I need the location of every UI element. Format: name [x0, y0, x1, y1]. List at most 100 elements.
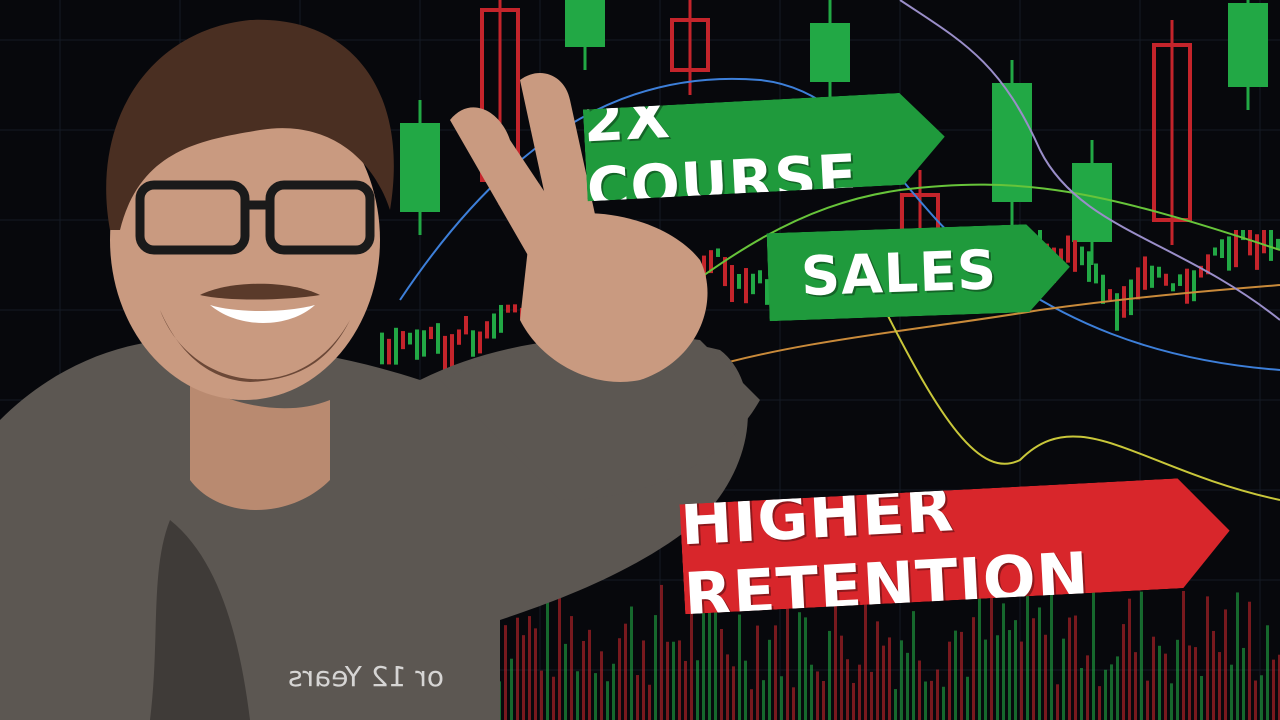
volume-bar — [804, 617, 807, 720]
volume-bar — [756, 625, 759, 720]
volume-bar — [936, 669, 939, 720]
volume-bar — [876, 621, 879, 720]
small-candle — [751, 273, 755, 295]
small-candle — [1206, 254, 1210, 275]
volume-bar — [1224, 609, 1227, 720]
volume-bar — [726, 654, 729, 720]
volume-bar — [1164, 653, 1167, 720]
volume-bar — [564, 643, 567, 720]
volume-bar — [894, 689, 897, 720]
banner-sales: SALES — [767, 223, 1072, 321]
small-candle — [492, 313, 496, 339]
volume-bar — [600, 651, 603, 720]
volume-bar — [1092, 584, 1095, 720]
small-candle — [1262, 230, 1266, 254]
volume-bar — [612, 663, 615, 720]
volume-bar — [630, 606, 633, 720]
volume-bar — [714, 607, 717, 720]
volume-bar — [1038, 607, 1041, 720]
volume-bar — [948, 641, 951, 720]
volume-bar — [762, 680, 765, 720]
volume-bar — [702, 595, 705, 720]
volume-bar — [624, 623, 627, 720]
volume-bar — [780, 676, 783, 720]
volume-bar — [828, 630, 831, 720]
volume-bar — [852, 682, 855, 720]
small-candle — [457, 329, 461, 345]
ma-line-yellow — [879, 299, 1280, 501]
volume-bar — [1128, 598, 1131, 720]
volume-bar — [1074, 615, 1077, 720]
small-candle — [394, 327, 398, 365]
volume-bar — [1206, 596, 1209, 720]
volume-bar — [648, 684, 651, 720]
small-candle — [758, 270, 762, 284]
volume-bar — [1020, 641, 1023, 720]
volume-bar — [1158, 645, 1161, 720]
volume-bar — [864, 603, 867, 720]
volume-bar — [1116, 656, 1119, 720]
small-candle — [450, 334, 454, 369]
volume-bar — [834, 597, 837, 720]
small-candle — [1171, 283, 1175, 292]
volume-bar — [1182, 590, 1185, 720]
volume-bar — [1194, 647, 1197, 720]
small-candle — [464, 315, 468, 335]
volume-bar — [504, 625, 507, 720]
volume-bar — [882, 645, 885, 720]
small-candle — [1080, 246, 1084, 266]
volume-bars — [480, 582, 1280, 720]
volume-bar — [1026, 582, 1029, 720]
volume-bar — [1014, 620, 1017, 720]
small-candle — [1192, 270, 1196, 302]
volume-bar — [546, 586, 549, 720]
volume-bar — [1008, 630, 1011, 720]
small-candle — [744, 268, 748, 304]
volume-bar — [732, 666, 735, 720]
volume-bar — [576, 671, 579, 720]
small-candle — [737, 273, 741, 289]
volume-bar — [984, 639, 987, 720]
volume-bar — [840, 635, 843, 720]
volume-bar — [510, 658, 513, 720]
volume-bar — [516, 617, 519, 720]
candle-body — [1228, 3, 1268, 87]
candle-body — [670, 18, 710, 72]
volume-bar — [810, 664, 813, 720]
volume-bar — [1032, 618, 1035, 720]
small-candle — [415, 329, 419, 360]
small-candle — [506, 304, 510, 313]
volume-bar — [930, 680, 933, 720]
small-candle — [1185, 268, 1189, 304]
small-candle — [422, 330, 426, 357]
volume-bar — [900, 640, 903, 720]
volume-bar — [798, 612, 801, 720]
volume-bar — [1170, 683, 1173, 720]
volume-bar — [594, 673, 597, 720]
volume-bar — [966, 676, 969, 720]
volume-bar — [696, 660, 699, 720]
small-candle — [436, 323, 440, 354]
volume-bar — [1002, 603, 1005, 720]
small-candle — [513, 304, 517, 313]
volume-bar — [666, 641, 669, 720]
small-candle — [401, 331, 405, 350]
small-candle — [1066, 235, 1070, 263]
volume-bar — [738, 614, 741, 720]
mustache — [200, 283, 320, 300]
small-candle — [1073, 240, 1077, 272]
neck — [190, 380, 330, 510]
volume-bar — [528, 616, 531, 720]
volume-bar — [1056, 684, 1059, 720]
volume-bar — [636, 675, 639, 720]
small-candle — [1087, 251, 1091, 282]
volume-bar — [870, 671, 873, 720]
volume-bar — [1050, 592, 1053, 720]
volume-bar — [1110, 664, 1113, 720]
volume-bar — [1248, 601, 1251, 720]
volume-bar — [858, 664, 861, 720]
volume-bar — [552, 676, 555, 720]
candle-body — [565, 0, 605, 47]
small-candle — [499, 304, 503, 333]
